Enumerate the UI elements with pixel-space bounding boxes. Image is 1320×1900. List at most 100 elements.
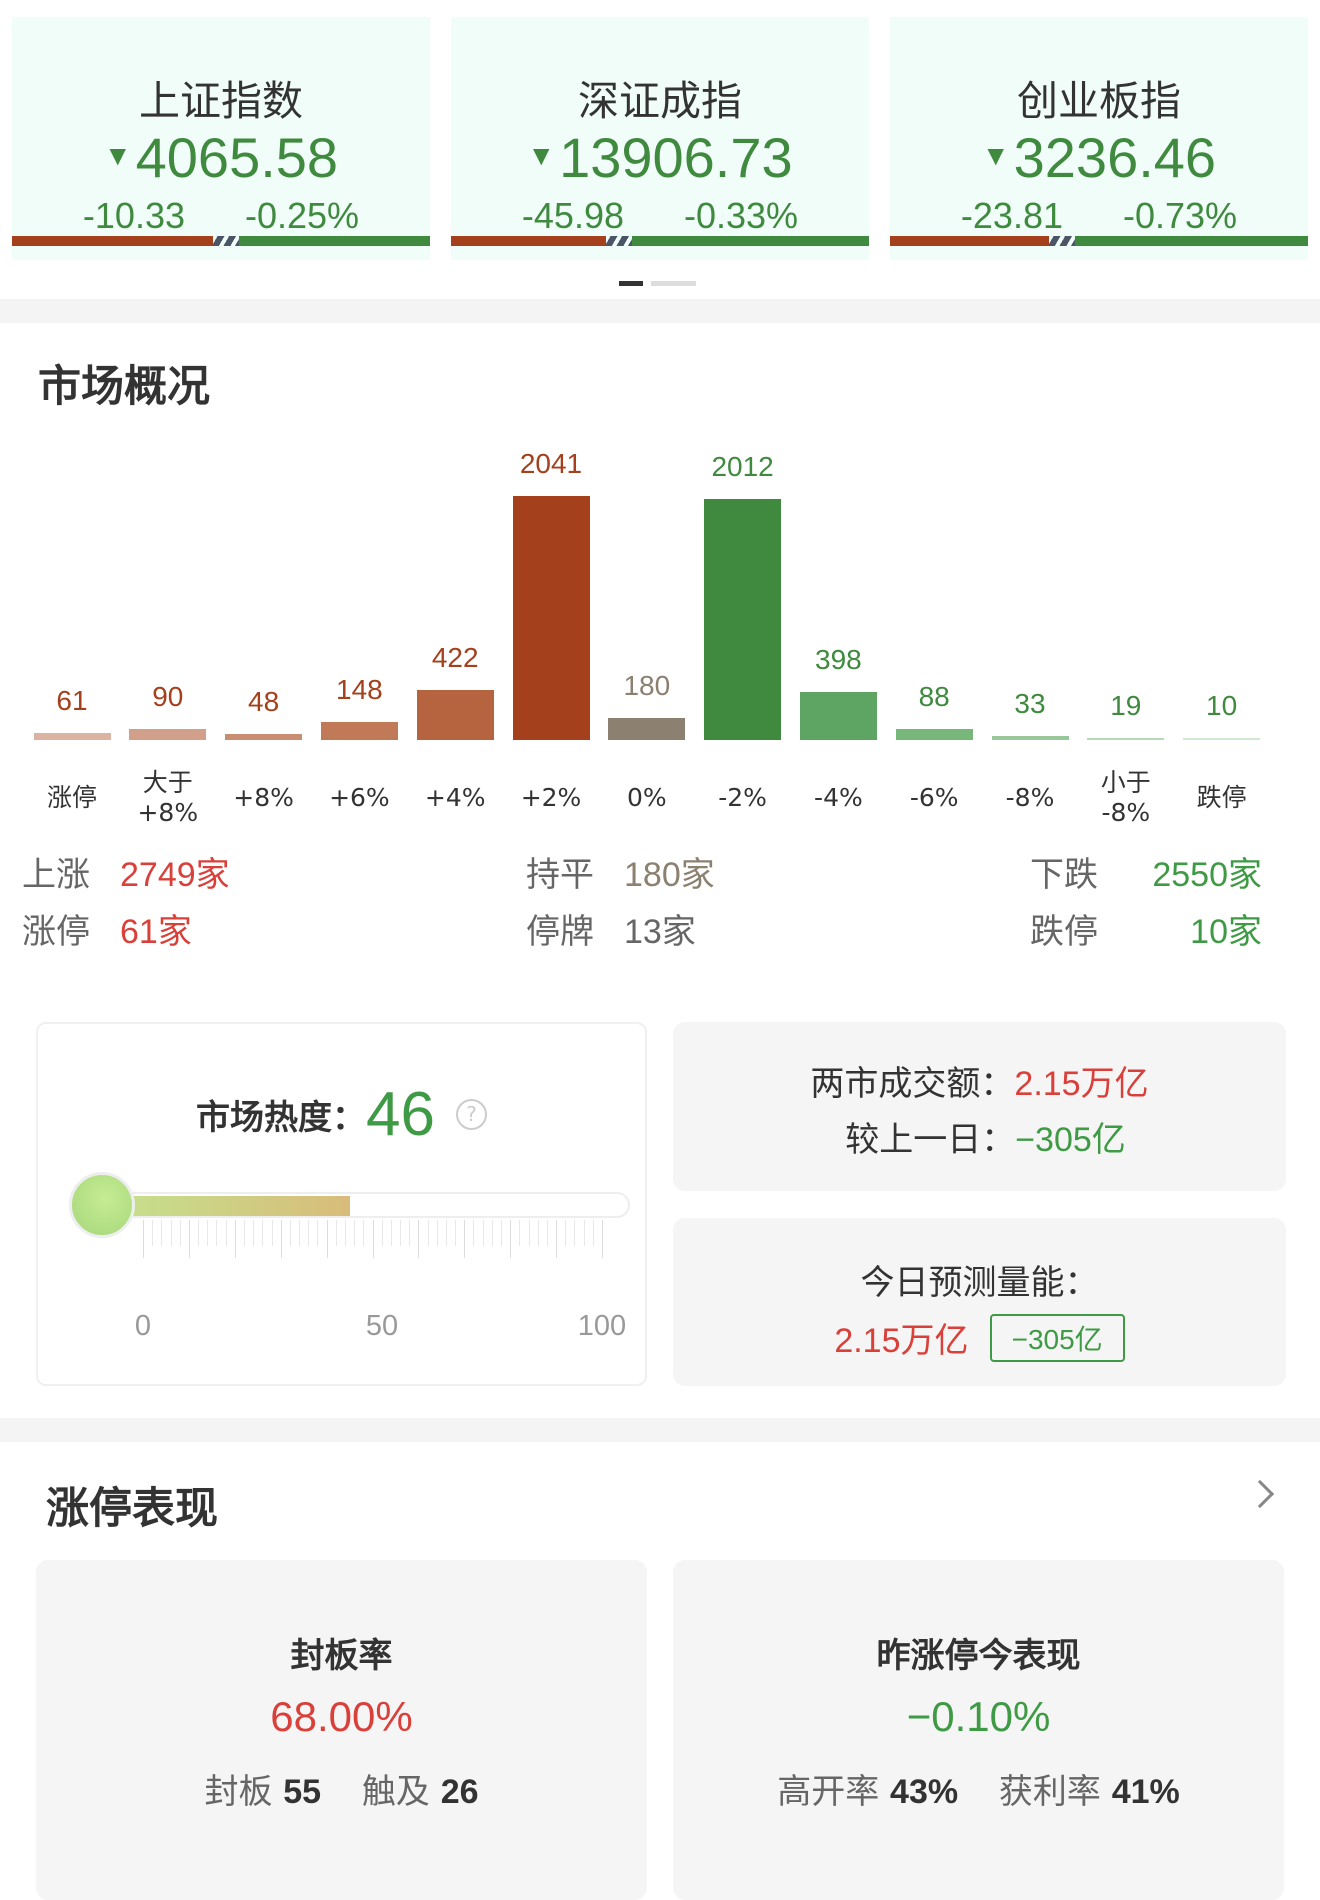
category-label: +4%	[424, 783, 486, 812]
category-label: 涨停	[46, 783, 97, 812]
index-card-shanghai[interactable]: 上证指数 ▼4065.58 -10.33 -0.25%	[12, 17, 430, 260]
turnover-card: 两市成交额：2.15万亿 较上一日：−305亿	[673, 1022, 1286, 1191]
index-card-shenzhen[interactable]: 深证成指 ▼13906.73 -45.98 -0.33%	[451, 17, 869, 260]
tick-label: 100	[577, 1310, 627, 1342]
scale-tick	[216, 1220, 218, 1246]
seal-title: 封板率	[290, 1636, 393, 1676]
suspended-value: 13家	[624, 913, 696, 951]
scale-tick	[317, 1220, 319, 1246]
profit-label: 获利率	[998, 1772, 1101, 1812]
scale-tick	[188, 1220, 190, 1258]
bar-value-label: 88	[918, 681, 950, 713]
high-open-label: 高开率	[777, 1772, 880, 1812]
limit-up-label: 涨停	[22, 913, 90, 951]
touched-label: 触及	[361, 1772, 430, 1812]
scale-tick	[170, 1220, 172, 1246]
flat-value: 180家	[624, 856, 715, 894]
scale-tick	[372, 1220, 374, 1258]
scale-tick	[427, 1220, 429, 1246]
category-label: +6%	[329, 783, 390, 812]
scale-tick	[280, 1220, 282, 1258]
pager-dot[interactable]	[651, 281, 696, 286]
category-label: -8%	[1005, 783, 1055, 812]
divider	[0, 299, 1320, 323]
chart-bar	[416, 689, 494, 740]
scale-tick	[574, 1220, 576, 1246]
pager-dot-active[interactable]	[619, 281, 643, 286]
index-name: 深证成指	[578, 77, 742, 125]
scale-tick	[198, 1220, 200, 1246]
scale-tick	[537, 1220, 539, 1246]
yesterday-limit-card[interactable]: 昨涨停今表现 −0.10% 高开率 43% 获利率 41%	[673, 1560, 1284, 1900]
scale-tick	[179, 1220, 181, 1246]
chevron-right-icon[interactable]	[1245, 1479, 1275, 1509]
down-triangle-icon: ▼	[981, 140, 1010, 172]
scale-tick	[592, 1220, 594, 1246]
index-value: 13906.73	[559, 126, 793, 189]
heat-fill	[98, 1196, 350, 1216]
scale-tick	[363, 1220, 365, 1246]
breadth-bar	[12, 236, 430, 246]
section-title-limit-perf: 涨停表现	[46, 1484, 218, 1534]
category-label: -2%	[718, 783, 767, 812]
bar-value-label: 2012	[711, 451, 774, 483]
scale-tick	[381, 1220, 383, 1246]
scale-tick	[262, 1220, 264, 1246]
scale-tick	[556, 1220, 558, 1258]
index-pct: -0.73%	[1123, 195, 1238, 236]
forecast-card: 今日预测量能： 2.15万亿 −305亿	[673, 1218, 1286, 1386]
scale-tick	[501, 1220, 503, 1246]
chart-bar	[1183, 738, 1261, 740]
chart-bar	[320, 722, 398, 740]
chart-bar	[225, 734, 303, 740]
chart-bar	[33, 732, 111, 740]
down-value: 2550家	[1152, 856, 1262, 894]
scale-tick	[602, 1220, 603, 1258]
heat-label: 市场热度：	[195, 1098, 366, 1138]
scale-tick	[546, 1220, 548, 1246]
scale-tick	[335, 1220, 337, 1246]
scale-tick	[225, 1220, 227, 1246]
chart-bar	[704, 499, 782, 740]
category-label: -6%	[909, 783, 959, 812]
forecast-value: 2.15万亿	[834, 1322, 969, 1360]
touched-value: 26	[440, 1773, 479, 1811]
up-value: 2749家	[120, 856, 230, 894]
chart-bar	[129, 729, 207, 740]
scale-tick	[455, 1220, 457, 1246]
question-circle-icon[interactable]: ?	[456, 1099, 488, 1130]
index-value: 3236.46	[1013, 126, 1217, 189]
sealed-value: 55	[283, 1773, 322, 1811]
index-name: 上证指数	[139, 77, 303, 125]
scale-tick	[528, 1220, 530, 1246]
bar-value-label: 180	[623, 670, 671, 702]
turnover-label: 两市成交额：	[810, 1064, 1015, 1104]
bar-value-label: 48	[248, 686, 280, 718]
scale-tick	[418, 1220, 420, 1258]
scale-tick	[152, 1220, 154, 1246]
category-label: +2%	[520, 783, 582, 812]
turnover-value: 2.15万亿	[1014, 1065, 1149, 1103]
index-name: 创业板指	[1017, 77, 1181, 125]
seal-rate-card[interactable]: 封板率 68.00% 封板 55 触及 26	[36, 1560, 647, 1900]
scale-tick	[436, 1220, 438, 1246]
index-card-chinext[interactable]: 创业板指 ▼3236.46 -23.81 -0.73%	[890, 17, 1308, 260]
bar-value-label: 61	[56, 684, 88, 716]
bar-value-label: 10	[1206, 690, 1238, 721]
bar-value-label: 90	[152, 681, 184, 713]
scale-tick	[491, 1220, 493, 1246]
breadth-bar	[890, 236, 1308, 246]
tick-label: 0	[134, 1310, 152, 1342]
scale-tick	[344, 1220, 346, 1246]
chart-bar	[991, 736, 1069, 740]
bar-value-label: 2041	[519, 448, 583, 479]
scale-tick	[409, 1220, 411, 1246]
yesterday-value: −0.10%	[906, 1693, 1051, 1740]
bar-value-label: 19	[1110, 689, 1142, 721]
category-label: 小于 -8%	[1100, 768, 1151, 827]
index-change: -23.81	[960, 195, 1063, 236]
high-open-value: 43%	[890, 1773, 959, 1811]
scale-tick	[464, 1220, 466, 1258]
scale-tick	[143, 1220, 144, 1258]
compare-value: −305亿	[1015, 1121, 1126, 1159]
